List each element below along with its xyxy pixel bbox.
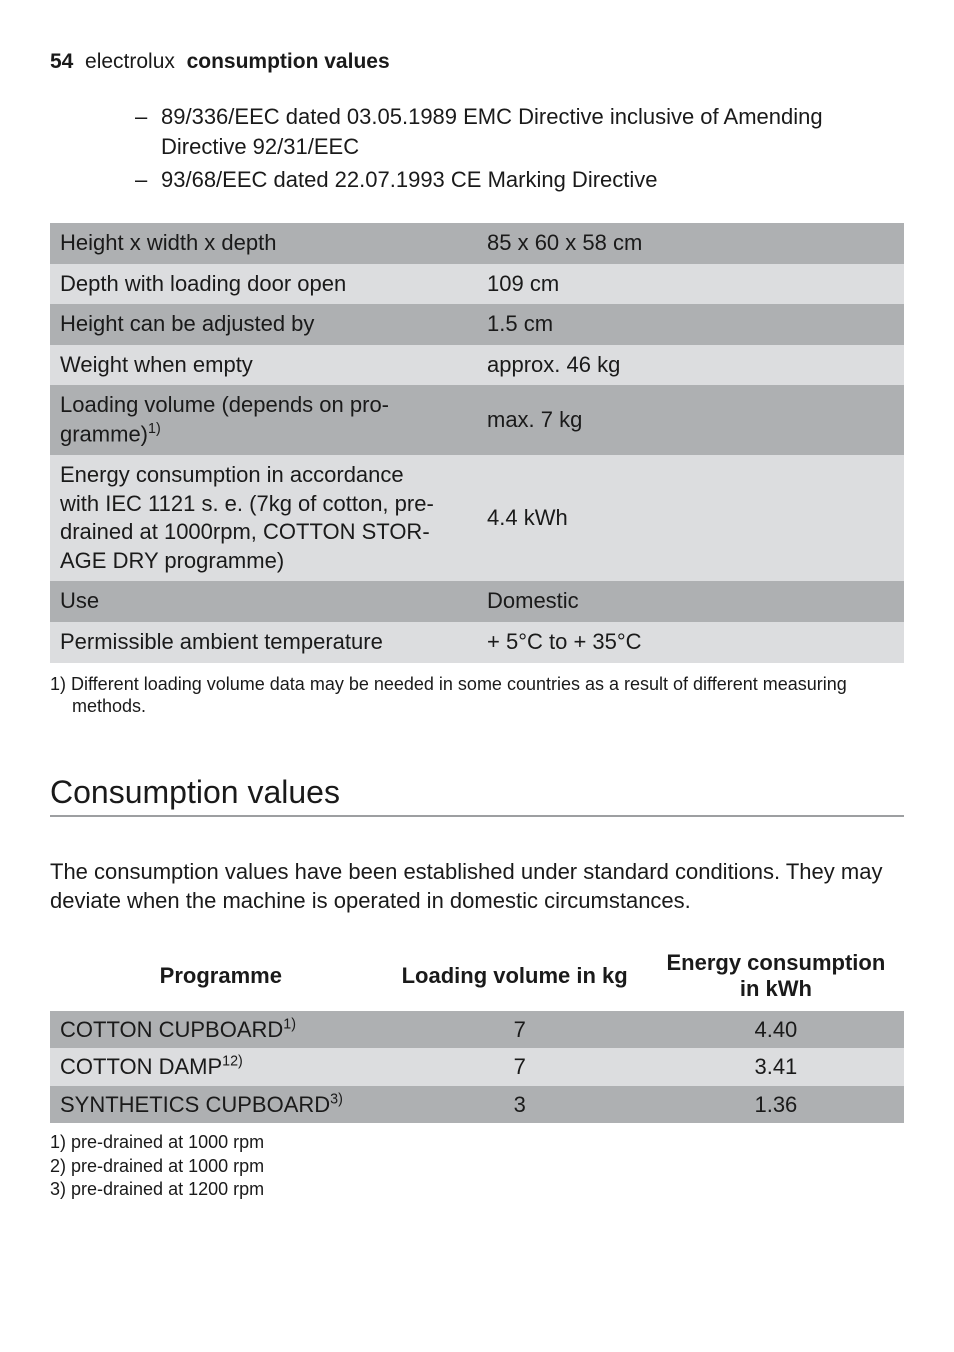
spec-label: Energy consumption in accordancewith IEC… xyxy=(50,455,477,581)
section-intro: The consumption values have been establi… xyxy=(50,857,904,916)
dash-icon: – xyxy=(135,102,161,161)
directive-list: – 89/336/EEC dated 03.05.1989 EMC Direct… xyxy=(135,102,904,195)
table-row: Height x width x depth 85 x 60 x 58 cm xyxy=(50,223,904,264)
table-row: Weight when empty approx. 46 kg xyxy=(50,345,904,386)
spec-value: + 5°C to + 35°C xyxy=(477,622,904,663)
spec-label: Depth with loading door open xyxy=(50,264,477,305)
footnote-ref: 12) xyxy=(222,1054,243,1070)
loading-cell: 7 xyxy=(392,1048,648,1086)
table-row: Loading volume (depends on pro-gramme)1)… xyxy=(50,385,904,455)
table-row: COTTON CUPBOARD1) 7 4.40 xyxy=(50,1011,904,1049)
footnote-line: 3) pre-drained at 1200 rpm xyxy=(50,1178,904,1201)
energy-cell: 3.41 xyxy=(648,1048,904,1086)
programme-cell: COTTON CUPBOARD1) xyxy=(50,1011,392,1049)
table-row: Depth with loading door open 109 cm xyxy=(50,264,904,305)
spec-label: Loading volume (depends on pro-gramme)1) xyxy=(50,385,477,455)
page-header: 54 electrolux consumption values xyxy=(50,50,904,74)
energy-cell: 4.40 xyxy=(648,1011,904,1049)
list-item: – 89/336/EEC dated 03.05.1989 EMC Direct… xyxy=(135,102,904,161)
programme-cell: COTTON DAMP12) xyxy=(50,1048,392,1086)
col-header-energy: Energy consumptionin kWh xyxy=(648,942,904,1011)
table-row: Use Domestic xyxy=(50,581,904,622)
footnote-line: 2) pre-drained at 1000 rpm xyxy=(50,1155,904,1178)
spec-value: 1.5 cm xyxy=(477,304,904,345)
footnote-line: 1) pre-drained at 1000 rpm xyxy=(50,1131,904,1154)
section-title: Consumption values xyxy=(50,774,904,817)
spec-label: Use xyxy=(50,581,477,622)
footnote-ref: 1) xyxy=(283,1016,296,1032)
directive-text: 93/68/EEC dated 22.07.1993 CE Marking Di… xyxy=(161,165,658,195)
table-row: Height can be adjusted by 1.5 cm xyxy=(50,304,904,345)
header-section: consumption values xyxy=(187,50,390,73)
consumption-table: Programme Loading volume in kg Energy co… xyxy=(50,942,904,1123)
loading-cell: 7 xyxy=(392,1011,648,1049)
specs-footnote: 1) Different loading volume data may be … xyxy=(50,673,904,718)
brand-name: electrolux xyxy=(85,50,175,73)
spec-value: 4.4 kWh xyxy=(477,455,904,581)
loading-cell: 3 xyxy=(392,1086,648,1124)
consumption-footnotes: 1) pre-drained at 1000 rpm 2) pre-draine… xyxy=(50,1131,904,1201)
table-row: SYNTHETICS CUPBOARD3) 3 1.36 xyxy=(50,1086,904,1124)
footnote-ref: 3) xyxy=(330,1091,343,1107)
list-item: – 93/68/EEC dated 22.07.1993 CE Marking … xyxy=(135,165,904,195)
col-header-loading: Loading volume in kg xyxy=(392,942,648,1011)
specifications-table: Height x width x depth 85 x 60 x 58 cm D… xyxy=(50,223,904,662)
programme-cell: SYNTHETICS CUPBOARD3) xyxy=(50,1086,392,1124)
col-header-programme: Programme xyxy=(50,942,392,1011)
table-row: COTTON DAMP12) 7 3.41 xyxy=(50,1048,904,1086)
spec-label: Permissible ambient temperature xyxy=(50,622,477,663)
table-row: Permissible ambient temperature + 5°C to… xyxy=(50,622,904,663)
spec-label: Height can be adjusted by xyxy=(50,304,477,345)
page-number: 54 xyxy=(50,50,73,73)
directive-text: 89/336/EEC dated 03.05.1989 EMC Directiv… xyxy=(161,102,904,161)
table-row: Energy consumption in accordancewith IEC… xyxy=(50,455,904,581)
footnote-ref: 1) xyxy=(148,421,161,437)
spec-label: Weight when empty xyxy=(50,345,477,386)
spec-value: 109 cm xyxy=(477,264,904,305)
spec-value: 85 x 60 x 58 cm xyxy=(477,223,904,264)
spec-value: Domestic xyxy=(477,581,904,622)
spec-value: approx. 46 kg xyxy=(477,345,904,386)
spec-value: max. 7 kg xyxy=(477,385,904,455)
energy-cell: 1.36 xyxy=(648,1086,904,1124)
spec-label: Height x width x depth xyxy=(50,223,477,264)
table-header-row: Programme Loading volume in kg Energy co… xyxy=(50,942,904,1011)
dash-icon: – xyxy=(135,165,161,195)
